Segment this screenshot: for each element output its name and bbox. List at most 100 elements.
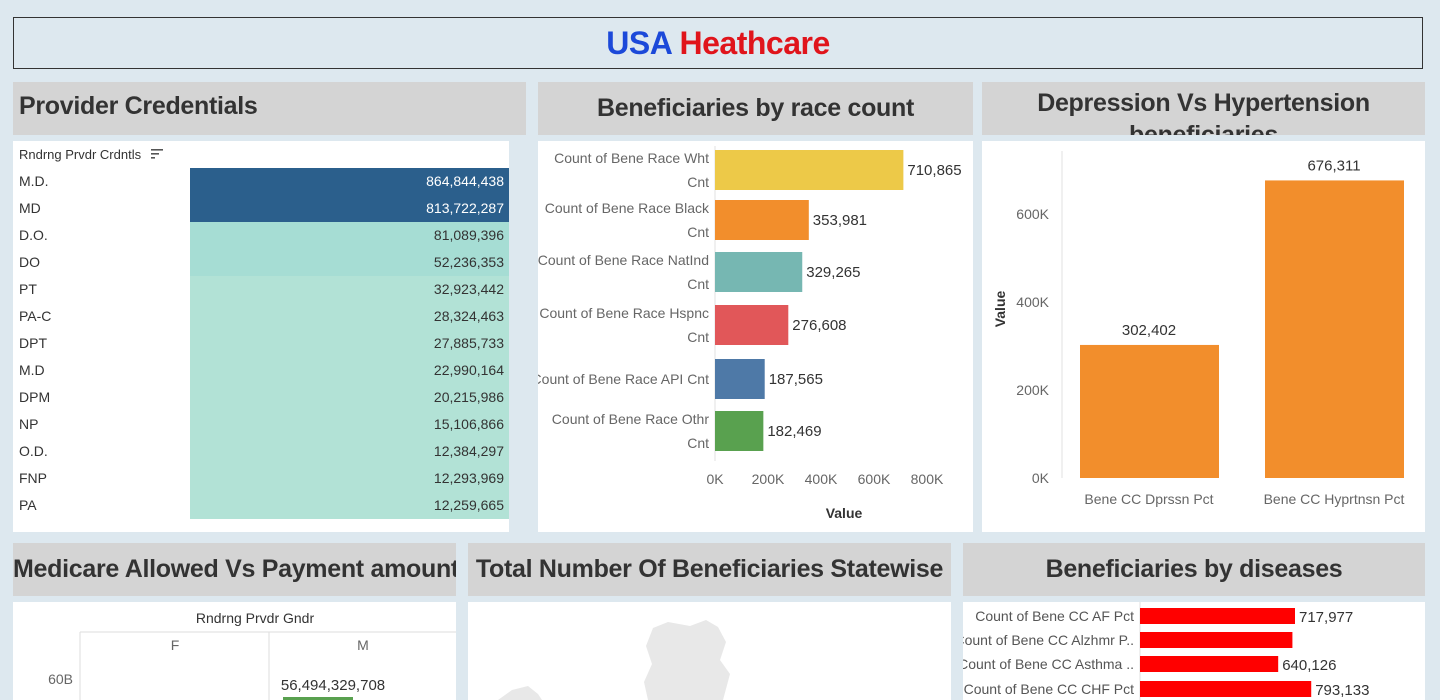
- table-row[interactable]: M.D 22,990,164: [13, 357, 509, 384]
- medicare-bar-chart: Rndrng Prvdr Gndr F M 60B 56,494,329,708: [48, 610, 456, 700]
- race-category-label: Cnt: [687, 224, 709, 240]
- map-landmass: [644, 620, 730, 700]
- credential-value-cell: 32,923,442: [190, 276, 509, 303]
- credential-label: O.D.: [19, 443, 48, 459]
- table-row[interactable]: DO 52,236,353: [13, 249, 509, 276]
- credential-value-cell: 22,990,164: [190, 357, 509, 384]
- race-value-label: 182,469: [767, 423, 821, 440]
- dep-tick-label: 200K: [1016, 382, 1049, 398]
- diseases-chart-panel: Count of Bene CC AF Pct 717,977 Count of B…: [963, 602, 1425, 700]
- race-category-label: Cnt: [687, 435, 709, 451]
- table-row[interactable]: PA-C 28,324,463: [13, 303, 509, 330]
- medicare-tick-label: 60B: [48, 671, 73, 687]
- medicare-chart-header: Medicare Allowed Vs Payment amount: [13, 543, 456, 596]
- sort-icon[interactable]: [150, 148, 163, 163]
- table-row[interactable]: PA 12,259,665: [13, 492, 509, 519]
- race-value-label: 276,608: [792, 317, 846, 334]
- provider-credentials-panel: Rndrng Prvdr Crdntls M.D. 864,844,438 MD 81…: [13, 141, 509, 532]
- disease-bar: [1140, 656, 1279, 672]
- table-row[interactable]: MD 813,722,287: [13, 195, 509, 222]
- credential-label: DPT: [19, 335, 47, 351]
- statewise-map-panel[interactable]: [468, 602, 951, 700]
- dep-axis-title: Value: [992, 291, 1008, 328]
- provider-credentials-title: Provider Credentials: [19, 92, 258, 120]
- race-value-label: 353,981: [813, 212, 867, 229]
- credential-value-cell: 12,259,665: [190, 492, 509, 519]
- medicare-value-label: 56,494,329,708: [281, 677, 385, 694]
- diseases-chart-header: Beneficiaries by diseases: [963, 543, 1425, 596]
- table-row[interactable]: D.O. 81,089,396: [13, 222, 509, 249]
- disease-bar: [1140, 681, 1312, 697]
- race-category-label: Count of Bene Race API Cnt: [538, 371, 709, 387]
- medicare-chart-panel: Rndrng Prvdr Gndr F M 60B 56,494,329,708: [13, 602, 456, 700]
- race-axis-title: Value: [826, 505, 863, 521]
- provider-credentials-header: Provider Credentials: [13, 82, 526, 135]
- credential-value-cell: 15,106,866: [190, 411, 509, 438]
- race-tick-label: 800K: [911, 471, 944, 487]
- race-category-label: Count of Bene Race Othr: [552, 411, 710, 427]
- race-tick-label: 200K: [752, 471, 785, 487]
- race-bar-chart: 710,865 Count of Bene Race Wht Cnt 353,981 C…: [538, 146, 962, 521]
- diseases-bar-chart: Count of Bene CC AF Pct 717,977 Count of B…: [963, 602, 1369, 700]
- map-landmass: [498, 686, 542, 700]
- race-category-label: Count of Bene Race Black: [545, 200, 710, 216]
- credential-value-cell: 12,293,969: [190, 465, 509, 492]
- depression-bar-chart: 0K 200K 400K 600K 302,402 Bene CC Dprssn Pct 6…: [992, 151, 1405, 507]
- race-bar: [715, 411, 764, 451]
- table-row[interactable]: DPM 20,215,986: [13, 384, 509, 411]
- table-row[interactable]: O.D. 12,384,297: [13, 438, 509, 465]
- credential-value-cell: 813,722,287: [190, 195, 509, 222]
- race-bar: [715, 305, 789, 345]
- disease-bar: [1140, 608, 1295, 624]
- credential-label: PA-C: [19, 308, 52, 324]
- medicare-chart-title: Medicare Allowed Vs Payment amount: [13, 555, 456, 583]
- disease-category-label: Count of Bene CC CHF Pct: [964, 681, 1135, 697]
- race-bar: [715, 200, 809, 240]
- dep-category-label: Bene CC Hyprtnsn Pct: [1264, 491, 1405, 507]
- table-row[interactable]: PT 32,923,442: [13, 276, 509, 303]
- credential-label: M.D.: [19, 173, 49, 189]
- race-tick-label: 0K: [706, 471, 724, 487]
- race-bar: [715, 150, 904, 190]
- race-chart-title: Beneficiaries by race count: [596, 94, 915, 122]
- medicare-column-m: M: [357, 637, 369, 653]
- dep-tick-label: 400K: [1016, 294, 1049, 310]
- disease-value-label: 640,126: [1282, 657, 1336, 674]
- medicare-bar: [283, 697, 353, 700]
- statewise-map[interactable]: [468, 602, 951, 700]
- race-category-label: Cnt: [687, 276, 709, 292]
- table-row[interactable]: NP 15,106,866: [13, 411, 509, 438]
- race-tick-label: 400K: [805, 471, 838, 487]
- medicare-column-f: F: [171, 637, 180, 653]
- depression-chart-header: Depression Vs Hypertension beneficiaries: [982, 82, 1425, 135]
- race-value-label: 329,265: [806, 264, 860, 281]
- title-heathcare: Heathcare: [679, 25, 831, 61]
- race-category-label: Count of Bene Race Hspnc: [539, 305, 709, 321]
- title-usa: USA: [606, 25, 672, 61]
- credential-label: DO: [19, 254, 40, 270]
- credential-label: NP: [19, 416, 39, 432]
- race-category-label: Cnt: [687, 329, 709, 345]
- table-row[interactable]: DPT 27,885,733: [13, 330, 509, 357]
- table-row[interactable]: M.D. 864,844,438: [13, 168, 509, 195]
- column-header-label: Rndrng Prvdr Crdntls: [19, 147, 142, 162]
- disease-bar: [1140, 632, 1293, 648]
- table-row[interactable]: FNP 12,293,969: [13, 465, 509, 492]
- race-value-label: 710,865: [907, 162, 961, 179]
- credential-value-cell: 12,384,297: [190, 438, 509, 465]
- credential-value-cell: 81,089,396: [190, 222, 509, 249]
- provider-credentials-column-header[interactable]: Rndrng Prvdr Crdntls: [19, 147, 163, 163]
- disease-category-label: Count of Bene CC Alzhmr P..: [963, 632, 1134, 648]
- race-chart-header: Beneficiaries by race count: [538, 82, 973, 135]
- race-category-label: Cnt: [687, 174, 709, 190]
- statewise-map-title: Total Number Of Beneficiaries Statewise: [475, 555, 944, 583]
- credential-value-cell: 27,885,733: [190, 330, 509, 357]
- race-bar: [715, 359, 765, 399]
- credential-label: D.O.: [19, 227, 48, 243]
- race-chart-panel: 710,865 Count of Bene Race Wht Cnt 353,981 C…: [538, 141, 973, 532]
- credential-value-cell: 864,844,438: [190, 168, 509, 195]
- credential-label: M.D: [19, 362, 45, 378]
- credential-label: DPM: [19, 389, 51, 405]
- depression-chart-title: Depression Vs Hypertension beneficiaries: [1037, 89, 1370, 135]
- dep-tick-label: 0K: [1032, 470, 1050, 486]
